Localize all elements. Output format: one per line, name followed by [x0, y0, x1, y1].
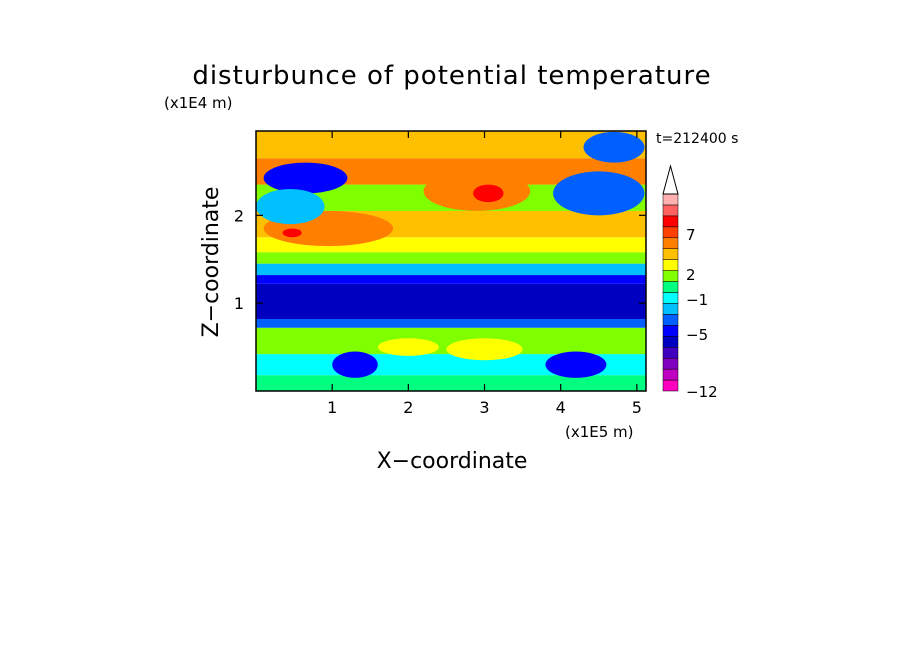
colorbar-swatch	[662, 193, 679, 206]
contour-band-6	[256, 263, 646, 276]
contour-feature-6	[446, 338, 523, 361]
colorbar-swatch	[662, 281, 679, 293]
y-axis-label: Z−coordinate	[199, 187, 224, 338]
colorbar-swatch	[662, 357, 679, 370]
contour-band-4	[256, 283, 646, 319]
colorbar-swatch	[662, 204, 679, 217]
contour-feature-11	[583, 131, 645, 163]
contour-feature-3	[473, 184, 504, 203]
contour-feature-7	[377, 338, 439, 356]
contour-band-5	[256, 275, 646, 284]
x-axis-label: X−coordinate	[377, 449, 528, 474]
colorbar: 7 2 −1 −5 −12	[662, 164, 718, 401]
contour-feature-1	[282, 228, 302, 238]
contour-feature-9	[545, 351, 607, 378]
x-tick-label: 1	[327, 398, 337, 417]
contour-band-7	[256, 252, 646, 264]
colorbar-swatch	[662, 336, 679, 348]
x-tick-label: 3	[479, 398, 489, 417]
colorbar-label: −12	[686, 383, 718, 401]
y-axis: 12	[234, 206, 646, 313]
colorbar-extend-arrow	[662, 164, 679, 195]
colorbar-swatch	[662, 226, 679, 239]
y-scale-label: (x1E4 m)	[164, 94, 233, 112]
x-tick-label: 2	[403, 398, 413, 417]
contour-band-0	[256, 375, 646, 391]
colorbar-swatch	[662, 248, 679, 260]
colorbar-swatch	[662, 368, 679, 381]
colorbar-label: 2	[686, 266, 696, 284]
colorbar-label: −1	[686, 291, 708, 309]
y-tick-label: 1	[234, 294, 244, 313]
y-tick-label: 2	[234, 206, 244, 225]
x-tick-label: 4	[556, 398, 566, 417]
colorbar-swatch	[662, 303, 679, 315]
contour-band-3	[256, 318, 646, 328]
colorbar-swatch	[662, 259, 679, 271]
colorbar-swatch	[662, 346, 679, 359]
colorbar-swatch	[662, 292, 679, 304]
time-label: t=212400 s	[656, 131, 738, 147]
contour-feature-5	[553, 171, 645, 216]
contour-band-12	[256, 131, 646, 159]
colorbar-swatch	[662, 270, 679, 282]
contour-feature-10	[256, 188, 325, 225]
x-tick-label: 5	[632, 398, 642, 417]
contour-feature-8	[332, 351, 378, 378]
x-axis: 1 2 3 4 5	[327, 131, 642, 417]
plot-frame	[255, 130, 647, 392]
chart-title: disturbunce of potential temperature	[192, 61, 711, 91]
contour-field	[256, 131, 646, 391]
contour-feature-4	[263, 162, 348, 194]
colorbar-swatch	[662, 314, 679, 326]
colorbar-swatch	[662, 379, 679, 392]
colorbar-swatch	[662, 215, 679, 228]
colorbar-swatch	[662, 237, 679, 249]
colorbar-label: 7	[686, 226, 696, 244]
colorbar-label: −5	[686, 326, 708, 344]
colorbar-swatch	[662, 325, 679, 337]
x-scale-label: (x1E5 m)	[565, 423, 634, 441]
